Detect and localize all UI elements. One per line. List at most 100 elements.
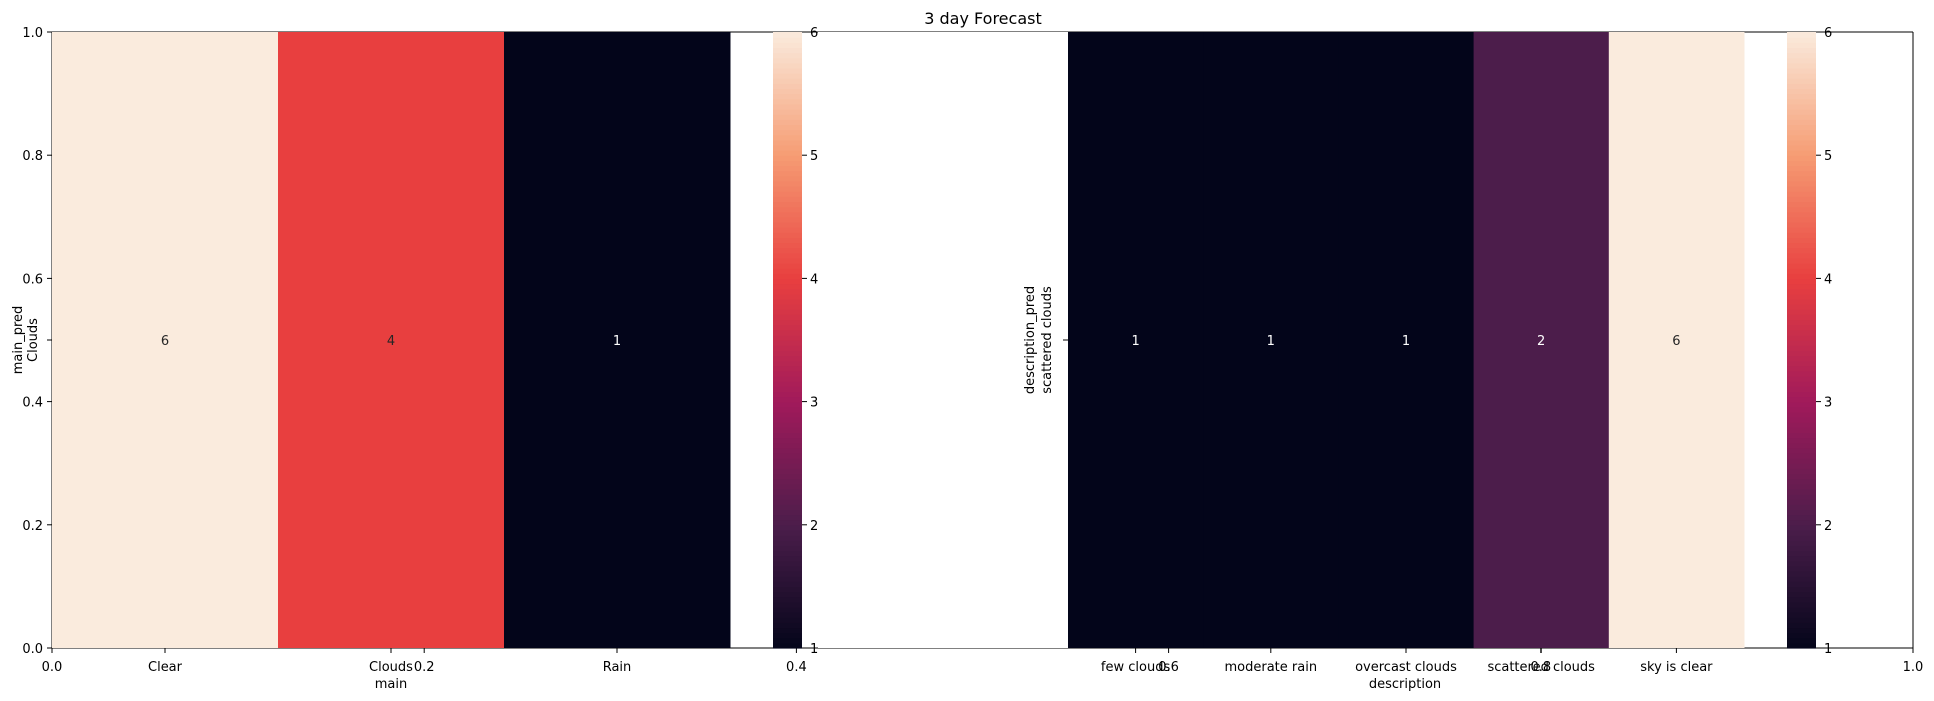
colorbar-band — [773, 170, 802, 177]
colorbar-band — [1787, 591, 1816, 598]
colorbar-band — [773, 396, 802, 403]
colorbar-band — [1787, 324, 1816, 331]
colorbar-band — [773, 160, 802, 167]
colorbar-band — [1787, 401, 1816, 408]
colorbar-band — [773, 288, 802, 295]
colorbar-band — [773, 278, 802, 285]
colorbar-band — [1787, 396, 1816, 403]
colorbar-band — [1787, 340, 1816, 346]
colorbar-band — [1787, 237, 1816, 244]
colorbar-band — [773, 67, 802, 74]
colorbar-tick-label: 5 — [1824, 149, 1832, 164]
colorbar-band — [1787, 88, 1816, 95]
heatmap-main-cells: 6 4 1 — [52, 32, 731, 648]
heatmap-x-tick-label: moderate rain — [1225, 660, 1318, 675]
heatmap-cell-label: 1 — [1131, 334, 1139, 349]
colorbar-band — [1787, 103, 1816, 110]
colorbar-band — [1787, 114, 1816, 120]
colorbar-band — [773, 596, 802, 603]
colorbar-band — [773, 37, 802, 43]
heatmap-cell — [1473, 32, 1610, 648]
colorbar-band — [1787, 427, 1816, 433]
colorbar-band — [1787, 134, 1816, 141]
colorbar-band — [1787, 519, 1816, 526]
overlay-y-tick-label: 0.6 — [22, 272, 43, 287]
heatmap-main-ylabel: main_pred — [11, 306, 26, 375]
colorbar-band — [1787, 47, 1816, 54]
colorbar-band — [773, 499, 802, 505]
colorbar-band — [1787, 576, 1816, 582]
overlay-y-tick-label: 0.4 — [22, 396, 43, 411]
colorbar-band — [1787, 622, 1816, 629]
colorbar-band — [1787, 37, 1816, 43]
colorbar-band — [773, 242, 802, 249]
colorbar-band — [1787, 329, 1816, 336]
heatmap-cell — [1338, 32, 1475, 648]
colorbar-main: 1 2 3 4 5 6 — [773, 26, 818, 657]
colorbar-band — [1787, 206, 1816, 213]
colorbar-band — [1787, 483, 1816, 490]
colorbar-band — [773, 134, 802, 141]
colorbar-band — [773, 165, 802, 172]
colorbar-band — [773, 42, 802, 48]
colorbar-band — [1787, 617, 1816, 623]
colorbar-band — [1787, 109, 1816, 115]
colorbar-band — [773, 473, 802, 480]
colorbar-band — [1787, 191, 1816, 197]
colorbar-band — [773, 309, 802, 315]
heatmap-y-tick-label: Clouds — [26, 318, 41, 362]
colorbar-band — [1787, 524, 1816, 531]
colorbar-band — [773, 191, 802, 197]
colorbar-tick-label: 3 — [1824, 396, 1832, 411]
colorbar-band — [1787, 144, 1816, 151]
colorbar-band — [1787, 232, 1816, 238]
colorbar-band — [1787, 186, 1816, 192]
colorbar-band — [773, 273, 802, 279]
colorbar-band — [773, 586, 802, 593]
colorbar-band — [773, 329, 802, 336]
colorbar-band — [773, 391, 802, 398]
colorbar-band — [773, 627, 802, 634]
colorbar-band — [773, 478, 802, 485]
colorbar-band — [773, 560, 802, 567]
colorbar-band — [773, 524, 802, 531]
colorbar-band — [1787, 596, 1816, 603]
colorbar-tick-label: 1 — [810, 642, 818, 657]
colorbar-band — [773, 370, 802, 377]
colorbar-band — [773, 468, 802, 475]
colorbar-band — [773, 576, 802, 582]
colorbar-band — [773, 340, 802, 346]
colorbar-band — [1787, 509, 1816, 516]
colorbar-band — [1787, 550, 1816, 557]
colorbar-band — [1787, 263, 1816, 269]
colorbar-band — [1787, 375, 1816, 382]
colorbar-band — [773, 622, 802, 629]
colorbar-band — [773, 381, 802, 387]
colorbar-band — [1787, 601, 1816, 608]
colorbar-band — [773, 98, 802, 105]
colorbar-band — [1787, 170, 1816, 177]
colorbar-band — [773, 411, 802, 418]
heatmap-description-cells: 1 1 1 2 6 — [1068, 32, 1745, 648]
colorbar-band — [1787, 73, 1816, 79]
colorbar-band — [1787, 432, 1816, 439]
colorbar-band — [773, 601, 802, 608]
colorbar-band — [1787, 119, 1816, 125]
colorbar-band — [773, 139, 802, 146]
colorbar-band — [773, 355, 802, 362]
colorbar-band — [1787, 560, 1816, 567]
heatmap-cell — [1068, 32, 1204, 648]
colorbar-band — [1787, 227, 1816, 233]
colorbar-band — [1787, 57, 1816, 64]
colorbar-band — [773, 334, 802, 341]
colorbar-band — [1787, 406, 1816, 413]
colorbar-band — [1787, 180, 1816, 187]
overlay-x-tick-label: 0.8 — [1530, 660, 1551, 675]
colorbar-band — [773, 447, 802, 454]
colorbar-band — [1787, 211, 1816, 218]
colorbar-band — [773, 365, 802, 372]
heatmap-cell-label: 1 — [613, 334, 621, 349]
colorbar-band — [1787, 360, 1816, 367]
colorbar-band — [773, 88, 802, 95]
